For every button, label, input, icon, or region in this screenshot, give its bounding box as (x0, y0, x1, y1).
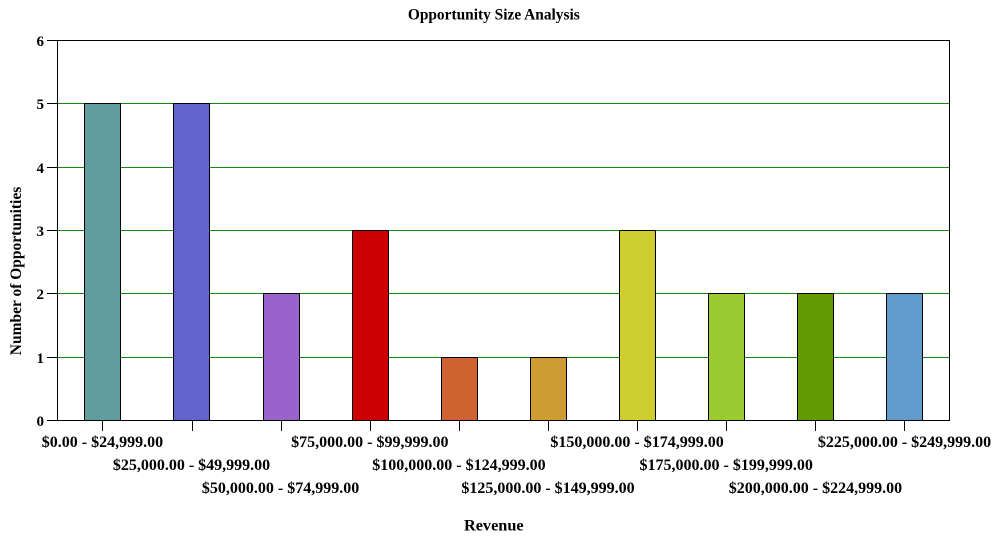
svg-text:0: 0 (37, 414, 45, 430)
svg-text:$150,000.00 - $174,999.00: $150,000.00 - $174,999.00 (550, 434, 723, 451)
svg-text:1: 1 (37, 351, 45, 367)
svg-text:$25,000.00 - $49,999.00: $25,000.00 - $49,999.00 (113, 457, 270, 474)
svg-text:$100,000.00 - $124,999.00: $100,000.00 - $124,999.00 (372, 457, 545, 474)
svg-text:$50,000.00 - $74,999.00: $50,000.00 - $74,999.00 (202, 480, 359, 497)
svg-text:2: 2 (37, 287, 45, 303)
svg-text:6: 6 (37, 34, 45, 50)
svg-text:$0.00 - $24,999.00: $0.00 - $24,999.00 (42, 434, 163, 451)
svg-text:Revenue: Revenue (464, 516, 524, 535)
svg-text:$75,000.00 - $99,999.00: $75,000.00 - $99,999.00 (291, 434, 448, 451)
svg-text:$175,000.00 - $199,999.00: $175,000.00 - $199,999.00 (640, 457, 813, 474)
svg-text:$125,000.00 - $149,999.00: $125,000.00 - $149,999.00 (461, 480, 634, 497)
svg-text:4: 4 (37, 161, 45, 177)
svg-text:$225,000.00 - $249,999.00: $225,000.00 - $249,999.00 (818, 434, 991, 451)
svg-text:$200,000.00 - $224,999.00: $200,000.00 - $224,999.00 (729, 480, 902, 497)
svg-text:Opportunity Size Analysis: Opportunity Size Analysis (408, 6, 580, 23)
svg-text:5: 5 (37, 97, 45, 113)
svg-text:3: 3 (37, 224, 45, 240)
svg-text:Number of Opportunities: Number of Opportunities (8, 187, 25, 356)
